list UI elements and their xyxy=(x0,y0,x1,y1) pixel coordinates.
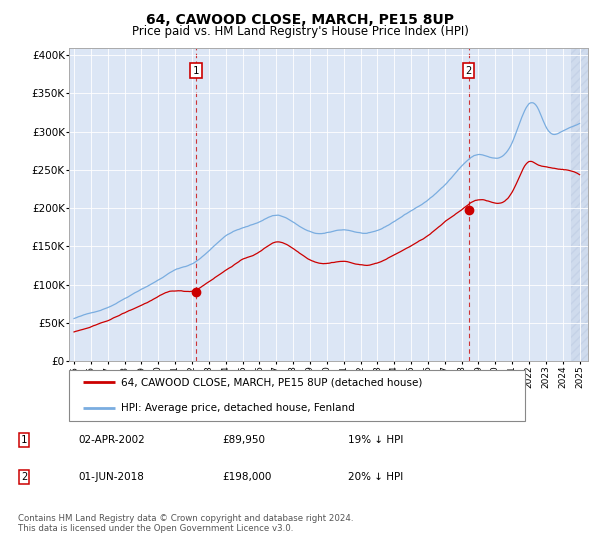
Text: £198,000: £198,000 xyxy=(222,472,271,482)
Text: 02-APR-2002: 02-APR-2002 xyxy=(78,435,145,445)
Text: 1: 1 xyxy=(193,66,199,76)
Text: HPI: Average price, detached house, Fenland: HPI: Average price, detached house, Fenl… xyxy=(121,403,355,413)
Text: 19% ↓ HPI: 19% ↓ HPI xyxy=(348,435,403,445)
Text: 64, CAWOOD CLOSE, MARCH, PE15 8UP: 64, CAWOOD CLOSE, MARCH, PE15 8UP xyxy=(146,13,454,27)
Bar xyxy=(571,48,588,361)
Text: £89,950: £89,950 xyxy=(222,435,265,445)
Text: 2: 2 xyxy=(466,66,472,76)
Text: 1: 1 xyxy=(21,435,27,445)
Text: Contains HM Land Registry data © Crown copyright and database right 2024.
This d: Contains HM Land Registry data © Crown c… xyxy=(18,514,353,533)
Text: 64, CAWOOD CLOSE, MARCH, PE15 8UP (detached house): 64, CAWOOD CLOSE, MARCH, PE15 8UP (detac… xyxy=(121,377,423,388)
Text: 20% ↓ HPI: 20% ↓ HPI xyxy=(348,472,403,482)
Text: 2: 2 xyxy=(21,472,27,482)
Text: 01-JUN-2018: 01-JUN-2018 xyxy=(78,472,144,482)
Bar xyxy=(571,48,588,361)
Text: Price paid vs. HM Land Registry's House Price Index (HPI): Price paid vs. HM Land Registry's House … xyxy=(131,25,469,39)
